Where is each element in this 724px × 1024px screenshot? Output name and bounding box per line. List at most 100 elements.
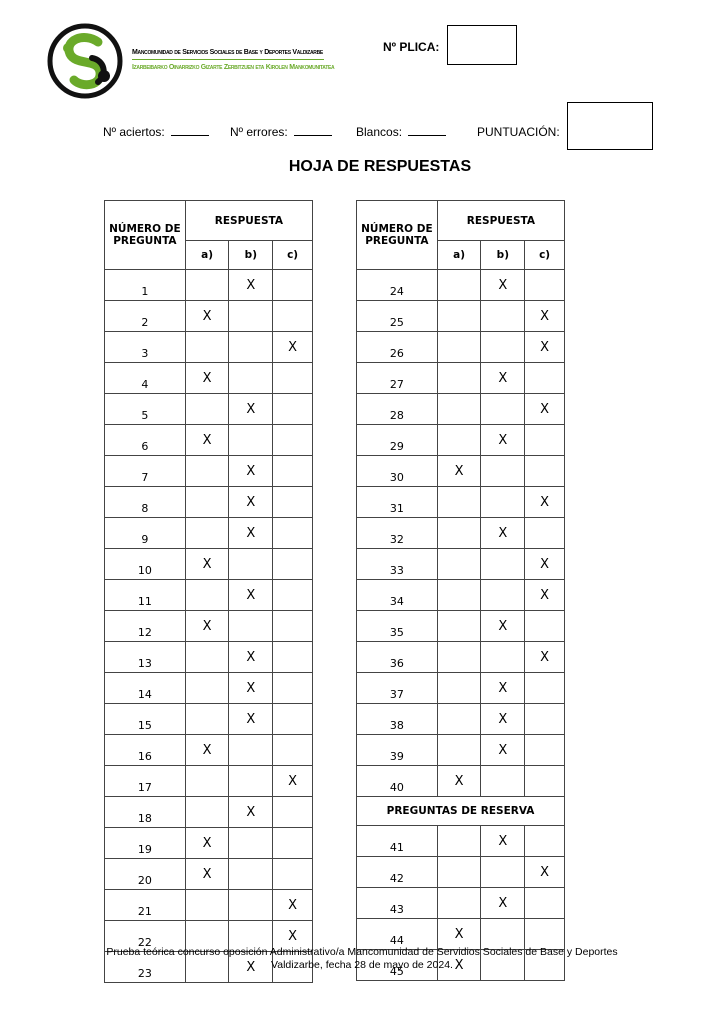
answer-cell-c[interactable] [272,486,313,518]
answer-cell-b[interactable]: X [480,672,526,704]
answer-cell-b[interactable] [228,331,274,363]
answer-cell-a[interactable] [184,889,230,921]
answer-cell-c[interactable] [272,548,313,580]
answer-cell-a[interactable]: X [184,362,230,394]
answer-cell-a[interactable]: X [436,918,482,950]
answer-cell-b[interactable]: X [228,517,274,549]
answer-cell-a[interactable] [184,703,230,735]
answer-cell-c[interactable] [272,424,313,456]
answer-cell-b[interactable]: X [480,703,526,735]
answer-cell-a[interactable] [184,331,230,363]
answer-cell-a[interactable]: X [184,827,230,859]
answer-cell-b[interactable]: X [480,424,526,456]
answer-cell-b[interactable] [480,486,526,518]
answer-cell-b[interactable] [480,331,526,363]
answer-cell-c[interactable] [524,825,565,857]
answer-cell-c[interactable] [524,610,565,642]
answer-cell-c[interactable] [272,362,313,394]
answer-cell-b[interactable]: X [228,393,274,425]
answer-cell-c[interactable] [524,269,565,301]
puntuacion-box[interactable] [567,102,653,150]
answer-cell-b[interactable] [480,579,526,611]
answer-cell-b[interactable] [480,856,526,888]
answer-cell-b[interactable]: X [228,269,274,301]
answer-cell-a[interactable] [436,424,482,456]
answer-cell-c[interactable]: X [272,765,313,797]
answer-cell-a[interactable] [436,269,482,301]
blancos-blank[interactable] [408,135,447,136]
answer-cell-b[interactable]: X [228,641,274,673]
answer-cell-b[interactable] [228,858,274,890]
answer-cell-b[interactable] [228,610,274,642]
answer-cell-b[interactable]: X [228,951,274,983]
answer-cell-a[interactable] [184,579,230,611]
answer-cell-b[interactable] [228,424,274,456]
answer-cell-a[interactable] [436,703,482,735]
answer-cell-c[interactable] [524,455,565,487]
answer-cell-b[interactable] [228,889,274,921]
answer-cell-a[interactable]: X [436,765,482,797]
answer-cell-c[interactable] [272,951,313,983]
answer-cell-a[interactable] [184,269,230,301]
answer-cell-a[interactable] [436,393,482,425]
answer-cell-c[interactable] [272,858,313,890]
answer-cell-c[interactable]: X [524,579,565,611]
answer-cell-a[interactable] [436,331,482,363]
answer-cell-c[interactable]: X [524,856,565,888]
answer-cell-b[interactable]: X [228,579,274,611]
answer-cell-b[interactable]: X [480,517,526,549]
answer-cell-b[interactable]: X [480,362,526,394]
answer-cell-c[interactable] [524,424,565,456]
answer-cell-c[interactable] [524,949,565,981]
answer-cell-b[interactable]: X [480,734,526,766]
answer-cell-b[interactable]: X [480,610,526,642]
answer-cell-a[interactable]: X [184,734,230,766]
answer-cell-a[interactable] [184,517,230,549]
answer-cell-b[interactable]: X [480,269,526,301]
answer-cell-a[interactable] [436,579,482,611]
answer-cell-c[interactable] [524,887,565,919]
answer-cell-c[interactable]: X [524,641,565,673]
answer-cell-a[interactable] [436,548,482,580]
answer-cell-c[interactable]: X [524,300,565,332]
answer-cell-a[interactable] [184,951,230,983]
answer-cell-b[interactable]: X [228,455,274,487]
errores-blank[interactable] [293,135,332,136]
answer-cell-b[interactable] [228,300,274,332]
answer-cell-c[interactable] [272,827,313,859]
answer-cell-c[interactable] [272,641,313,673]
answer-cell-a[interactable] [436,825,482,857]
answer-cell-c[interactable] [272,300,313,332]
answer-cell-a[interactable]: X [184,548,230,580]
answer-cell-c[interactable] [272,579,313,611]
answer-cell-c[interactable]: X [272,331,313,363]
answer-cell-c[interactable] [272,703,313,735]
plica-box[interactable] [447,25,517,65]
answer-cell-c[interactable]: X [524,331,565,363]
answer-cell-c[interactable]: X [524,393,565,425]
answer-cell-c[interactable] [524,362,565,394]
answer-cell-b[interactable] [480,949,526,981]
answer-cell-c[interactable] [272,517,313,549]
answer-cell-c[interactable] [272,455,313,487]
answer-cell-b[interactable]: X [480,825,526,857]
answer-cell-a[interactable]: X [184,610,230,642]
answer-cell-c[interactable] [272,393,313,425]
answer-cell-a[interactable] [436,734,482,766]
answer-cell-b[interactable] [228,548,274,580]
answer-cell-b[interactable]: X [480,887,526,919]
answer-cell-b[interactable]: X [228,796,274,828]
answer-cell-c[interactable] [524,517,565,549]
answer-cell-b[interactable] [228,734,274,766]
answer-cell-c[interactable] [524,765,565,797]
answer-cell-a[interactable] [436,856,482,888]
answer-cell-a[interactable] [436,362,482,394]
answer-cell-a[interactable]: X [184,300,230,332]
answer-cell-a[interactable] [184,672,230,704]
answer-cell-c[interactable] [272,796,313,828]
answer-cell-b[interactable] [480,641,526,673]
answer-cell-a[interactable] [436,887,482,919]
answer-cell-b[interactable] [480,918,526,950]
answer-cell-c[interactable] [524,703,565,735]
answer-cell-b[interactable] [480,393,526,425]
